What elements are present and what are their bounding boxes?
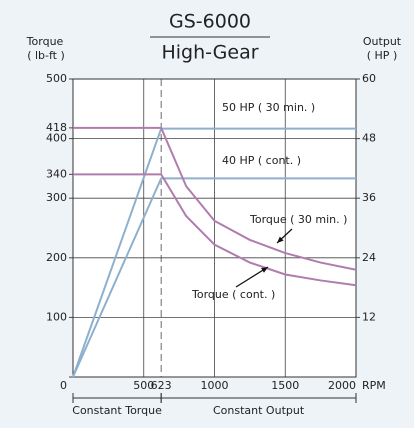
x-tick-label: 623: [151, 379, 172, 392]
series-line: [73, 173, 357, 287]
y-tick-label: 500: [46, 72, 67, 85]
y-tick-label: 300: [46, 191, 67, 204]
y2-tick-label: 60: [362, 72, 376, 85]
y-tick-label: 340: [46, 167, 67, 180]
series-label: Torque ( 30 min. ): [249, 213, 347, 226]
plot-frame: [72, 78, 357, 378]
y-tick-label: 400: [46, 132, 67, 145]
series-line: [73, 126, 357, 271]
y2-tick-label: 12: [362, 310, 376, 323]
series-label: 50 HP ( 30 min. ): [222, 101, 315, 114]
y-tick-label: 100: [46, 310, 67, 323]
region-label: Constant Torque: [72, 404, 162, 417]
chart-title: GS-6000: [169, 11, 251, 33]
arrow-head: [261, 267, 268, 273]
y2-tick-label: 48: [362, 132, 376, 145]
y-tick-label: 418: [46, 121, 67, 134]
series-label: Torque ( cont. ): [191, 288, 275, 301]
x-tick-label: 1500: [271, 379, 299, 392]
x-tick-label: 2000: [328, 379, 356, 392]
y-axis-unit: ( lb-ft ): [27, 49, 65, 62]
y2-axis-unit: ( HP ): [367, 49, 397, 62]
chart-subtitle: High-Gear: [161, 42, 258, 64]
y2-tick-label: 24: [362, 251, 376, 264]
x-tick-label: 500: [133, 379, 154, 392]
y2-tick-label: 36: [362, 191, 376, 204]
y2-axis-label: Output: [363, 35, 402, 48]
series-label: 40 HP ( cont. ): [222, 154, 301, 167]
y-tick-label: 200: [46, 251, 67, 264]
y-tick-label: 0: [60, 379, 67, 392]
region-label: Constant Output: [213, 404, 305, 417]
series-line: [72, 177, 356, 378]
arrow-head: [277, 236, 284, 243]
x-tick-label: 1000: [201, 379, 229, 392]
y-axis-label: Torque: [26, 35, 64, 48]
x-axis-label: RPM: [362, 379, 386, 392]
